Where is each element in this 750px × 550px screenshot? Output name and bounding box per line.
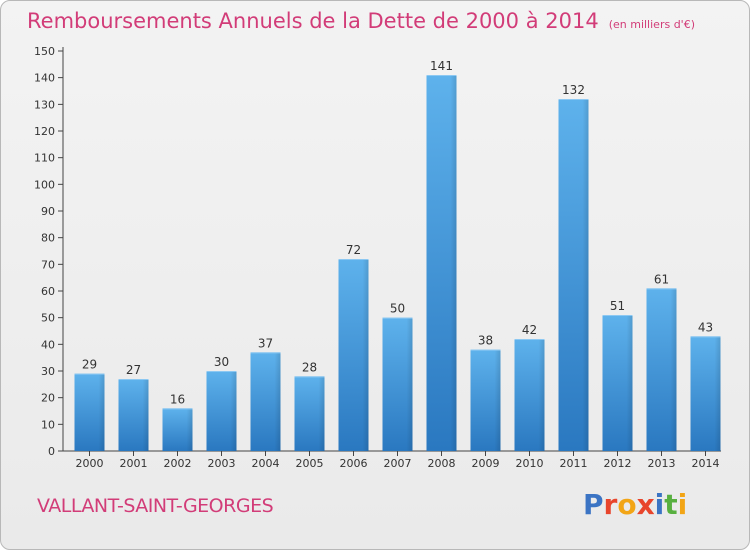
x-tick-label: 2006 [340, 457, 368, 470]
bar-shade [538, 339, 545, 451]
chart-title-text: Remboursements Annuels de la Dette de 20… [27, 9, 599, 33]
y-tick-label: 10 [41, 418, 55, 431]
x-tick-label: 2000 [76, 457, 104, 470]
bar-shade [142, 379, 149, 451]
data-label: 38 [478, 334, 493, 348]
x-tick-label: 2010 [516, 457, 544, 470]
bar-shade [714, 336, 721, 451]
bar-shade [406, 317, 413, 451]
logo-letter: r [603, 488, 618, 521]
y-tick-label: 50 [41, 312, 55, 325]
logo-letter: o [617, 488, 637, 521]
data-label: 42 [522, 323, 537, 337]
data-label: 28 [302, 360, 317, 374]
y-tick-label: 130 [34, 98, 55, 111]
commune-name: VALLANT-SAINT-GEORGES [37, 495, 274, 517]
x-tick-label: 2003 [208, 457, 236, 470]
y-tick-label: 70 [41, 258, 55, 271]
x-tick-label: 2011 [560, 457, 588, 470]
data-label: 29 [82, 358, 97, 372]
x-tick-label: 2002 [164, 457, 192, 470]
bar-shade [626, 315, 633, 451]
x-tick-label: 2008 [428, 457, 456, 470]
x-axis: 2000 2001 2002 2003 2004 2005 2006 2007 2008 2009… [63, 450, 721, 470]
bar-shade [582, 99, 589, 451]
data-label: 141 [430, 59, 453, 73]
bar-shade [362, 259, 369, 451]
logo-letter: P [583, 488, 604, 521]
x-tick-label: 2005 [296, 457, 324, 470]
y-tick-label: 150 [34, 45, 55, 58]
chart-unit: (en milliers d'€) [608, 18, 695, 31]
x-tick-label: 2001 [120, 457, 148, 470]
bar-shade [186, 408, 193, 451]
data-label: 27 [126, 363, 141, 377]
y-tick-label: 100 [34, 178, 55, 191]
y-tick-label: 110 [34, 152, 55, 165]
bar-shade [670, 288, 677, 451]
logo-letter: i [677, 488, 688, 521]
y-tick-label: 140 [34, 72, 55, 85]
x-tick-label: 2014 [692, 457, 720, 470]
data-label: 50 [390, 302, 405, 316]
data-label: 43 [698, 320, 713, 334]
chart-title: Remboursements Annuels de la Dette de 20… [27, 9, 695, 33]
bars [74, 75, 721, 451]
y-axis: 0 10 20 30 40 50 60 70 80 90 100 110 120 130 140 150 [34, 45, 64, 458]
bar-shade [98, 373, 105, 451]
data-label: 72 [346, 243, 361, 257]
data-label: 16 [170, 392, 185, 406]
y-tick-label: 60 [41, 285, 55, 298]
y-tick-label: 30 [41, 365, 55, 378]
logo-letter: i [654, 488, 665, 521]
bar-shade [450, 75, 457, 451]
data-label: 61 [654, 272, 669, 286]
logo-letter: t [664, 488, 678, 521]
y-tick-label: 90 [41, 205, 55, 218]
y-tick-label: 40 [41, 338, 55, 351]
x-tick-label: 2013 [648, 457, 676, 470]
bar-shade [494, 349, 501, 451]
bar-shade [274, 352, 281, 451]
logo-letter: x [636, 488, 655, 521]
bar-shade [318, 376, 325, 451]
data-label: 132 [562, 83, 585, 97]
data-label: 51 [610, 299, 625, 313]
proxiti-logo[interactable]: Proxiti [583, 488, 687, 521]
x-tick-label: 2004 [252, 457, 280, 470]
data-labels: 29 27 16 30 37 28 72 50 141 38 42 132 51 61 43 [82, 59, 713, 406]
bar-shade [230, 371, 237, 451]
y-tick-label: 0 [48, 445, 55, 458]
y-tick-label: 80 [41, 232, 55, 245]
x-tick-label: 2012 [604, 457, 632, 470]
y-tick-label: 20 [41, 392, 55, 405]
x-tick-label: 2007 [384, 457, 412, 470]
data-label: 30 [214, 355, 229, 369]
x-tick-label: 2009 [472, 457, 500, 470]
y-tick-label: 120 [34, 125, 55, 138]
data-label: 37 [258, 336, 273, 350]
